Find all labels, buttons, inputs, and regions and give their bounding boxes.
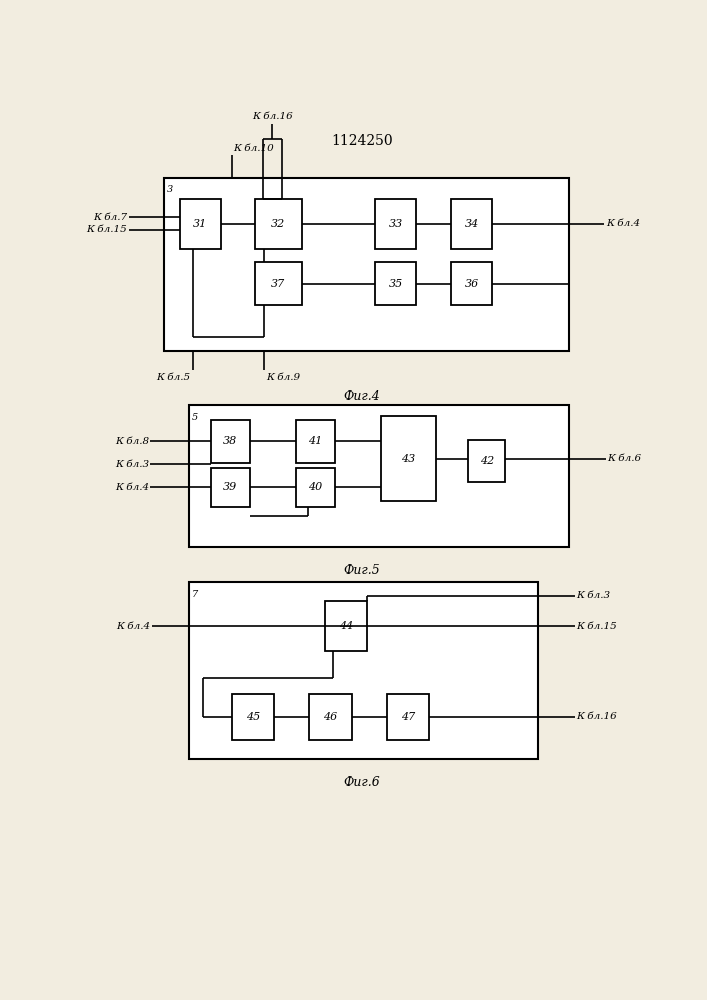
Bar bbox=[211, 468, 250, 507]
Text: К бл.4: К бл.4 bbox=[116, 622, 151, 631]
Bar bbox=[163, 178, 569, 351]
Text: К бл.4: К бл.4 bbox=[606, 219, 641, 228]
Bar bbox=[232, 694, 274, 740]
Bar bbox=[309, 694, 352, 740]
Text: 40: 40 bbox=[308, 482, 322, 492]
Text: 47: 47 bbox=[401, 712, 415, 722]
Bar bbox=[381, 416, 436, 501]
Text: 38: 38 bbox=[223, 436, 238, 446]
Text: К бл.7: К бл.7 bbox=[93, 213, 127, 222]
Text: К бл.10: К бл.10 bbox=[233, 144, 274, 153]
Text: Фиг.4: Фиг.4 bbox=[344, 389, 380, 402]
Text: 31: 31 bbox=[193, 219, 207, 229]
Text: 34: 34 bbox=[464, 219, 479, 229]
Bar bbox=[468, 440, 506, 482]
Text: 43: 43 bbox=[402, 454, 416, 464]
Text: 39: 39 bbox=[223, 482, 238, 492]
Text: 36: 36 bbox=[464, 279, 479, 289]
Text: К бл.5: К бл.5 bbox=[156, 373, 190, 382]
Text: 7: 7 bbox=[192, 590, 199, 599]
Bar bbox=[375, 262, 416, 305]
Text: К бл.8: К бл.8 bbox=[115, 437, 149, 446]
Bar bbox=[375, 199, 416, 249]
Bar bbox=[387, 694, 429, 740]
Text: 44: 44 bbox=[339, 621, 354, 631]
Bar bbox=[296, 420, 335, 463]
Text: К бл.16: К бл.16 bbox=[577, 712, 617, 721]
Bar bbox=[451, 199, 492, 249]
Text: 5: 5 bbox=[192, 413, 199, 422]
Text: К бл.15: К бл.15 bbox=[86, 225, 127, 234]
Bar bbox=[325, 601, 368, 651]
Text: 42: 42 bbox=[479, 456, 494, 466]
Text: К бл.4: К бл.4 bbox=[115, 483, 149, 492]
Bar bbox=[451, 262, 492, 305]
Text: К бл.16: К бл.16 bbox=[252, 112, 293, 121]
Text: 33: 33 bbox=[389, 219, 403, 229]
Bar bbox=[296, 468, 335, 507]
Bar bbox=[180, 199, 221, 249]
Text: 41: 41 bbox=[308, 436, 322, 446]
Bar bbox=[189, 582, 538, 759]
Bar bbox=[189, 405, 569, 547]
Text: 1124250: 1124250 bbox=[331, 134, 393, 148]
Text: К бл.15: К бл.15 bbox=[577, 622, 617, 631]
Bar bbox=[255, 262, 301, 305]
Bar bbox=[211, 420, 250, 463]
Text: К бл.3: К бл.3 bbox=[115, 460, 149, 469]
Text: 45: 45 bbox=[246, 712, 260, 722]
Text: 32: 32 bbox=[271, 219, 286, 229]
Text: Фиг.5: Фиг.5 bbox=[344, 564, 380, 577]
Text: К бл.6: К бл.6 bbox=[607, 454, 642, 463]
Bar bbox=[255, 199, 301, 249]
Text: 46: 46 bbox=[323, 712, 338, 722]
Text: 35: 35 bbox=[389, 279, 403, 289]
Text: К бл.9: К бл.9 bbox=[266, 373, 300, 382]
Text: К бл.3: К бл.3 bbox=[577, 591, 611, 600]
Text: 3: 3 bbox=[167, 185, 173, 194]
Text: Фиг.6: Фиг.6 bbox=[344, 776, 380, 789]
Text: 37: 37 bbox=[271, 279, 286, 289]
